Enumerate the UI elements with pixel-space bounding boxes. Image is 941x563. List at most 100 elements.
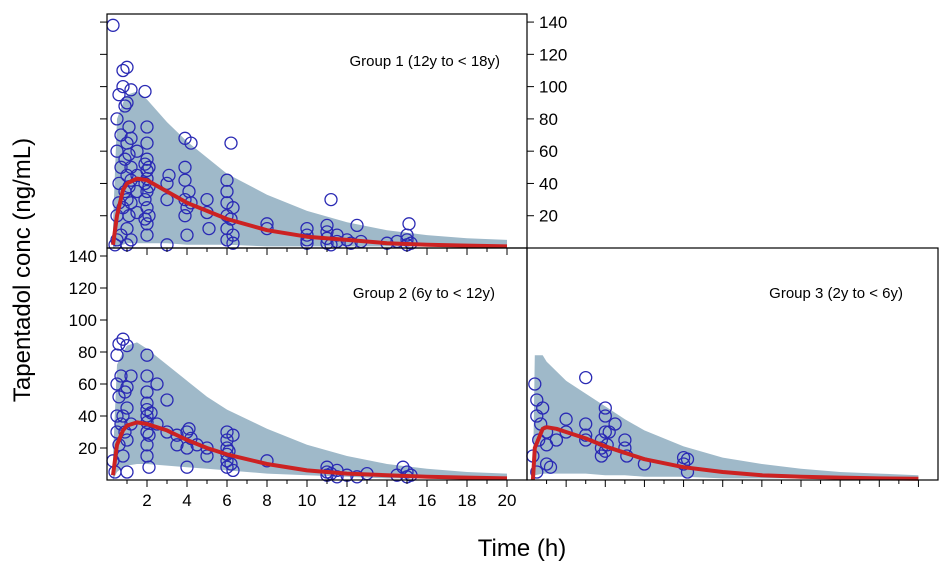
y-tick-label: 40 [78,407,97,426]
y-tick-label: 120 [69,279,97,298]
panel-group-1: 20 40 60 80 100 120 140 Group 1 (12y to < 18y) [100,13,567,255]
observed-point [226,201,240,215]
observed-point [120,338,134,353]
observed-point [178,160,192,174]
y-tick-label: 100 [69,311,97,330]
observed-point [162,168,176,183]
prediction-band [113,342,507,480]
observed-point [226,463,240,478]
y-tick-label: 40 [539,174,558,193]
observed-point [130,144,144,158]
observed-point [594,449,609,463]
observed-point [140,348,154,362]
panel-title-group-1: Group 1 (12y to < 18y) [350,53,501,70]
observed-point [226,228,240,242]
observed-point [170,438,184,452]
observed-point [106,18,120,32]
median-curve [530,425,919,481]
observed-point [110,348,124,362]
observed-point [680,452,695,466]
observed-point [120,465,134,479]
observed-point [122,209,136,223]
y-tick-label: 60 [78,375,97,394]
observed-point [320,218,334,233]
observed-point [140,120,154,134]
observed-point [200,192,214,207]
observed-point [150,377,164,391]
observed-point [608,417,622,431]
observed-point [140,385,154,399]
observed-point [142,209,156,223]
observed-point [118,99,132,113]
observed-point [140,201,154,215]
observed-point [180,460,194,474]
observed-point [224,457,238,471]
observed-point [226,236,240,250]
observed-point [226,428,240,442]
observed-point [124,369,138,383]
panel-title-group-3: Group 3 (2y to < 6y) [769,285,903,302]
observed-point [182,422,196,436]
observed-point [202,221,216,236]
observed-point [350,218,364,233]
y-axis-title: Tapentadol conc (ng/mL) [9,138,36,402]
x-tick-label: 8 [262,491,271,510]
x-tick-label: 10 [298,491,317,510]
observed-point [579,370,593,385]
observed-point [124,196,138,210]
observed-point [120,60,134,74]
x-tick-label: 18 [458,491,477,510]
x-axis-title: Time (h) [478,535,566,562]
observed-point [140,369,154,383]
observed-point [116,79,130,94]
observed-point [184,136,198,150]
panel-frame [526,247,939,481]
observed-point [324,192,338,207]
panel-title-group-2: Group 2 (6y to < 12y) [353,285,495,302]
y-tick-label: 140 [539,13,567,32]
observed-point [142,160,156,174]
observed-point [220,173,234,187]
observed-point [579,417,593,431]
observed-point [124,233,138,247]
observed-point [142,428,156,442]
panel-group-3: Group 3 (2y to < 6y) [526,247,939,487]
observed-point [110,377,124,391]
median-curve [111,420,508,481]
observed-point [110,144,124,158]
observed-point [138,84,152,99]
observed-point [539,457,554,471]
observed-point [220,184,234,199]
y-tick-label: 60 [539,142,558,161]
observed-point [598,401,612,415]
observed-point [528,377,542,391]
y-tick-label: 80 [78,343,97,362]
observed-point [130,184,144,199]
observed-point [140,402,154,417]
observed-point [116,409,130,423]
observed-point [120,401,134,415]
observed-point [122,147,136,162]
observed-point [350,470,364,484]
y-tick-label: 100 [539,78,567,97]
observed-point [120,96,134,110]
observed-point [170,428,184,442]
observed-point [543,460,558,474]
observed-point [559,412,573,426]
observed-point [402,217,416,231]
observed-point [536,401,550,415]
y-tick-label: 140 [69,247,97,266]
observed-point [140,228,154,242]
observed-point [138,192,152,207]
observed-point [530,465,544,479]
y-tick-label: 20 [539,207,558,226]
observed-point [140,163,154,178]
observed-point [116,63,130,78]
observed-point [116,332,130,346]
observed-point [110,112,124,126]
observed-point [140,217,154,231]
x-tick-label: 14 [378,491,397,510]
observed-point [112,337,126,351]
observed-point [140,438,154,452]
